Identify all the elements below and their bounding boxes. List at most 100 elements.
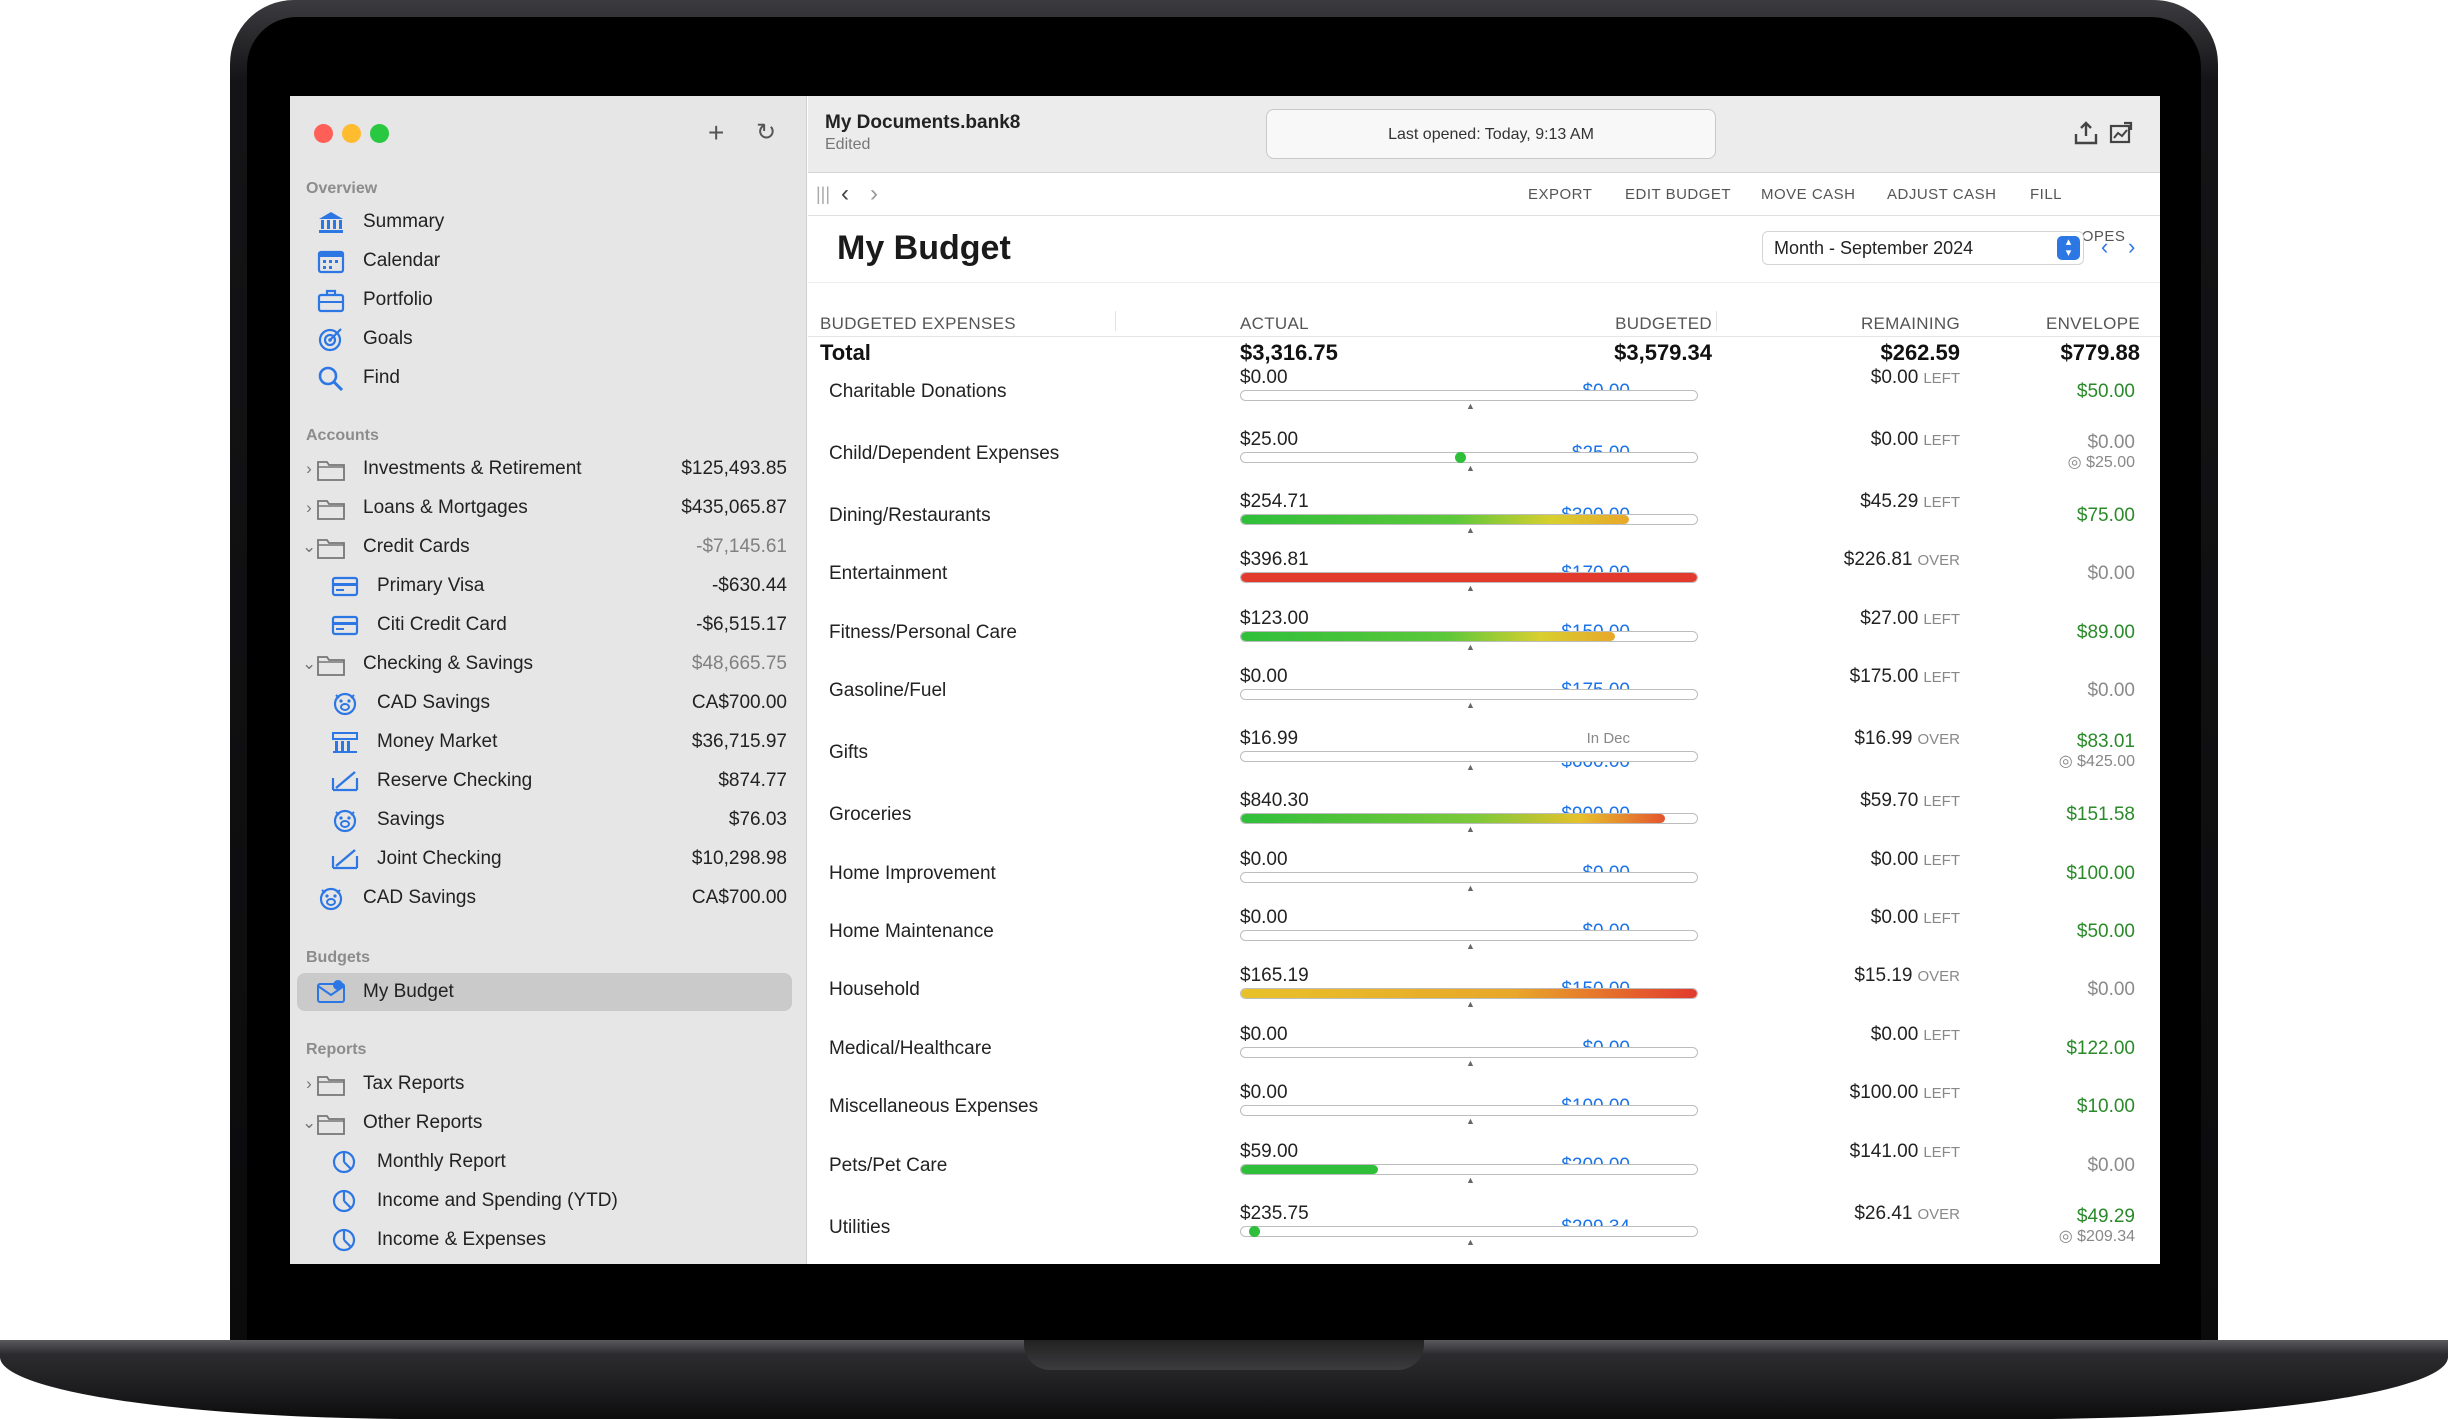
budget-row[interactable]: Medical/Healthcare$0.00$0.00$0.00LEFT▲$1…: [808, 1024, 2160, 1087]
envelope-amount[interactable]: $49.29: [2076, 1206, 2135, 1227]
sidebar-item-income-and-spending-ytd[interactable]: Income and Spending (YTD): [290, 1182, 806, 1220]
progress-dot: [1248, 1226, 1260, 1237]
account-balance: $48,665.75: [691, 653, 787, 674]
category-name: Miscellaneous Expenses: [829, 1096, 1039, 1117]
sidebar-item-tax-reports[interactable]: › Tax Reports: [290, 1065, 806, 1103]
budget-row[interactable]: Groceries$900.00$840.30$59.70LEFT▲$151.5…: [808, 790, 2160, 853]
progress-bar: [1240, 872, 1698, 883]
sidebar-item-reserve-checking-8[interactable]: Reserve Checking $874.77: [290, 762, 806, 800]
envelope-amount[interactable]: $151.58: [2066, 804, 2135, 825]
chevron-down-icon[interactable]: ⌄: [302, 1113, 317, 1132]
share-icon[interactable]: [2073, 120, 2099, 146]
chevron-right-icon[interactable]: ›: [306, 459, 312, 478]
sidebar-item-checking-savings-5[interactable]: ⌄ Checking & Savings $48,665.75: [290, 645, 806, 683]
remaining-amount: $0.00 LEFT: [1870, 429, 1960, 450]
sidebar-item-label: Joint Checking: [377, 848, 502, 869]
budget-row[interactable]: Charitable Donations$0.00$0.00$0.00LEFT▲…: [808, 367, 2160, 430]
add-button[interactable]: +: [708, 117, 725, 148]
sidebar-handle-icon[interactable]: |||: [816, 184, 831, 204]
header-divider: [808, 336, 2160, 337]
remaining-amount: $0.00 LEFT: [1870, 367, 1960, 388]
chevron-right-icon[interactable]: ›: [306, 498, 312, 517]
sidebar-item-loans-mortgages-1[interactable]: › Loans & Mortgages $435,065.87: [290, 489, 806, 527]
chevron-right-icon[interactable]: ›: [306, 1074, 312, 1093]
envelope-amount[interactable]: $0.00: [2087, 680, 2135, 701]
budget-row[interactable]: Miscellaneous Expenses$100.00$0.00$100.0…: [808, 1082, 2160, 1145]
budgeted-note: In Dec: [1586, 730, 1630, 747]
envelope-target: ◎ $425.00: [2058, 753, 2135, 770]
envelope-amount[interactable]: $0.00: [2087, 1155, 2135, 1176]
budget-row[interactable]: Dining/Restaurants$300.00$254.71$45.29LE…: [808, 491, 2160, 554]
sidebar-item-cad-savings-6[interactable]: CAD Savings CA$700.00: [290, 684, 806, 722]
app-window: + ↻ Overview Summary Calendar Portfolio Goa…: [290, 96, 2160, 1264]
budget-row[interactable]: Child/Dependent Expenses$25.00$25.00$0.0…: [808, 429, 2160, 492]
next-period-icon[interactable]: ›: [2128, 234, 2136, 259]
sidebar-item-credit-cards-2[interactable]: ⌄ Credit Cards -$7,145.61: [290, 528, 806, 566]
envelope-amount[interactable]: $89.00: [2076, 622, 2135, 643]
zoom-button[interactable]: [370, 124, 389, 143]
sidebar-item-citi-credit-card-4[interactable]: Citi Credit Card -$6,515.17: [290, 606, 806, 644]
adjust-cash-button[interactable]: ADJUST CASH: [1887, 186, 1997, 203]
remaining-state: OVER: [1917, 552, 1960, 569]
envelope-amount[interactable]: $100.00: [2066, 863, 2135, 884]
sidebar-item-my-budget[interactable]: My Budget: [290, 973, 806, 1011]
chevron-down-icon[interactable]: ⌄: [302, 537, 317, 556]
account-balance: CA$700.00: [691, 692, 787, 713]
budget-row[interactable]: Home Maintenance$0.00$0.00$0.00LEFT▲$50.…: [808, 907, 2160, 970]
close-button[interactable]: [314, 124, 333, 143]
export-button[interactable]: EXPORT: [1528, 186, 1593, 203]
budget-row[interactable]: Home Improvement$0.00$0.00$0.00LEFT▲$100…: [808, 849, 2160, 912]
envelope-amount[interactable]: $83.01: [2076, 731, 2135, 752]
budget-marker-icon: ▲: [1466, 999, 1475, 1009]
envelope-amount[interactable]: $75.00: [2076, 505, 2135, 526]
envelope-amount[interactable]: $10.00: [2076, 1096, 2135, 1117]
sidebar-item-primary-visa-3[interactable]: Primary Visa -$630.44: [290, 567, 806, 605]
sidebar-item-label: Citi Credit Card: [377, 614, 507, 635]
budget-header: My Budget Month - September 2024 ▴ ▾ ‹ ›: [808, 217, 2160, 283]
minimize-button[interactable]: [342, 124, 361, 143]
edit-budget-button[interactable]: EDIT BUDGET: [1625, 186, 1732, 203]
budget-marker-icon: ▲: [1466, 1237, 1475, 1247]
actual-amount: $0.00: [1240, 849, 1288, 870]
sidebar-item-investments-retirement-0[interactable]: › Investments & Retirement $125,493.85: [290, 450, 806, 488]
account-balance: $125,493.85: [681, 458, 787, 479]
document-status: Edited: [825, 136, 871, 153]
budget-row[interactable]: Fitness/Personal Care$150.00$123.00$27.0…: [808, 608, 2160, 671]
envelope-amount[interactable]: $0.00: [2087, 563, 2135, 584]
refresh-icon[interactable]: ↻: [756, 119, 777, 146]
chevron-down-icon[interactable]: ⌄: [302, 654, 317, 673]
sidebar-item-calendar[interactable]: Calendar: [290, 242, 806, 280]
previous-period-icon[interactable]: ‹: [2101, 234, 2109, 259]
piggy-bank-icon: [319, 887, 343, 911]
progress-bar: [1240, 813, 1698, 824]
sidebar-item-money-market-7[interactable]: Money Market $36,715.97: [290, 723, 806, 761]
sidebar-item-income-expenses[interactable]: Income & Expenses: [290, 1221, 806, 1259]
sidebar-item-savings-9[interactable]: Savings $76.03: [290, 801, 806, 839]
budget-marker-icon: ▲: [1466, 1058, 1475, 1068]
budget-row[interactable]: Entertainment$170.00$396.81$226.81OVER▲$…: [808, 549, 2160, 612]
back-arrow-icon[interactable]: ‹: [841, 180, 849, 207]
budget-row[interactable]: Gasoline/Fuel$175.00$0.00$175.00LEFT▲$0.…: [808, 666, 2160, 729]
forward-arrow-icon[interactable]: ›: [870, 180, 878, 207]
envelope-amount[interactable]: $122.00: [2066, 1038, 2135, 1059]
budget-row[interactable]: Pets/Pet Care$200.00$59.00$141.00LEFT▲$0…: [808, 1141, 2160, 1204]
sidebar-item-cad-savings-11[interactable]: CAD Savings CA$700.00: [290, 879, 806, 917]
sidebar-item-joint-checking-10[interactable]: Joint Checking $10,298.98: [290, 840, 806, 878]
sidebar-item-summary[interactable]: Summary: [290, 203, 806, 241]
envelope-amount[interactable]: $0.00: [2087, 979, 2135, 1000]
envelope-amount[interactable]: $50.00: [2076, 381, 2135, 402]
envelope-amount[interactable]: $0.00: [2087, 432, 2135, 453]
sidebar-item-portfolio[interactable]: Portfolio: [290, 281, 806, 319]
envelope-amount[interactable]: $50.00: [2076, 921, 2135, 942]
sidebar-item-other-reports[interactable]: ⌄ Other Reports: [290, 1104, 806, 1142]
sidebar-item-find[interactable]: Find: [290, 359, 806, 397]
sidebar-item-goals[interactable]: Goals: [290, 320, 806, 358]
account-balance: $435,065.87: [681, 497, 787, 518]
period-select[interactable]: Month - September 2024 ▴ ▾: [1762, 231, 2084, 265]
move-cash-button[interactable]: MOVE CASH: [1761, 186, 1856, 203]
report-export-icon[interactable]: [2108, 120, 2134, 146]
sidebar-item-monthly-report[interactable]: Monthly Report: [290, 1143, 806, 1181]
budget-row[interactable]: Utilities$209.34$235.75$26.41OVER▲$49.29…: [808, 1203, 2160, 1264]
